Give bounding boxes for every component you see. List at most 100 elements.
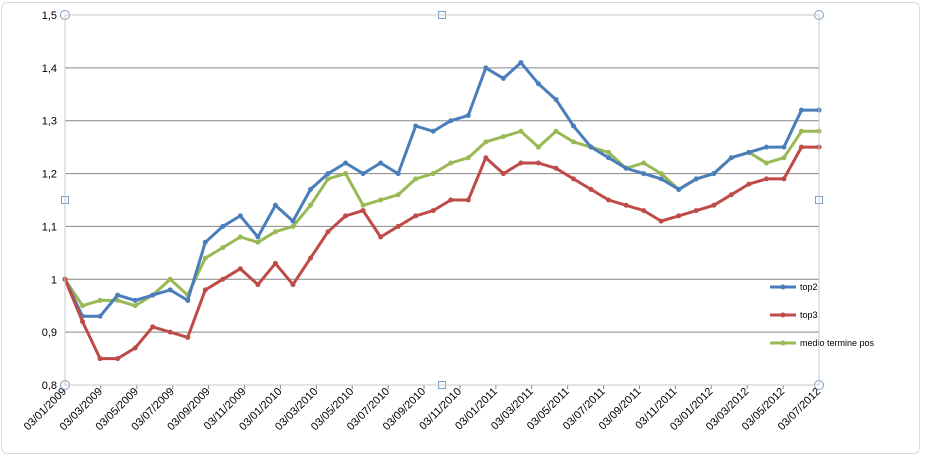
data-point (220, 276, 226, 282)
data-point (167, 276, 173, 282)
data-point (237, 234, 243, 240)
y-tick-label: 0,9 (42, 327, 57, 339)
data-point (202, 255, 208, 261)
data-point (693, 176, 699, 182)
legend-marker (780, 284, 786, 290)
series-group (62, 60, 822, 362)
selection-handles[interactable] (60, 10, 824, 390)
data-point (641, 171, 647, 177)
data-point (693, 208, 699, 214)
data-point (307, 202, 313, 208)
data-point (360, 202, 366, 208)
data-point (395, 171, 401, 177)
y-tick-label: 1,3 (42, 116, 57, 128)
series-line-top3 (63, 145, 819, 361)
data-point (658, 218, 664, 224)
data-point (202, 239, 208, 245)
data-point (395, 223, 401, 229)
legend-marker (780, 340, 786, 346)
data-point (115, 356, 121, 362)
data-point (378, 234, 384, 240)
y-tick-label: 1,1 (42, 221, 57, 233)
plot-area-outline[interactable] (64, 14, 820, 386)
data-point (290, 223, 296, 229)
data-point (97, 313, 103, 319)
data-point (185, 297, 191, 303)
data-point (448, 118, 454, 124)
data-point (535, 160, 541, 166)
data-point (676, 186, 682, 192)
data-point (202, 287, 208, 293)
data-point (378, 197, 384, 203)
data-point (150, 324, 156, 330)
data-point (80, 303, 86, 309)
legend-label: top2 (800, 282, 818, 292)
legend-marker (780, 312, 786, 318)
data-point (413, 123, 419, 129)
data-point (237, 213, 243, 219)
data-point (798, 128, 804, 134)
data-point (553, 165, 559, 171)
data-point (571, 139, 577, 145)
y-tick-label: 1,2 (42, 169, 57, 181)
data-point (343, 171, 349, 177)
data-point (781, 155, 787, 161)
data-point (343, 213, 349, 219)
data-point (500, 75, 506, 81)
data-point (272, 202, 278, 208)
data-point (325, 171, 331, 177)
data-point (167, 329, 173, 335)
legend-label: medio termine pos (800, 338, 875, 348)
data-point (360, 171, 366, 177)
data-point (483, 155, 489, 161)
data-point (448, 160, 454, 166)
data-point (430, 128, 436, 134)
y-tick-label: 0,8 (42, 380, 57, 392)
data-point (430, 208, 436, 214)
data-point (623, 202, 629, 208)
data-point (413, 176, 419, 182)
data-point (132, 303, 138, 309)
data-point (518, 128, 524, 134)
data-point (97, 297, 103, 303)
data-point (255, 234, 261, 240)
data-point (307, 255, 313, 261)
data-point (658, 176, 664, 182)
data-point (325, 229, 331, 235)
data-point (606, 155, 612, 161)
data-point (763, 144, 769, 150)
data-point (500, 134, 506, 140)
data-point (711, 202, 717, 208)
data-point (465, 155, 471, 161)
legend: top2 top3 medio termine pos (770, 282, 875, 348)
y-tick-label: 1,5 (42, 10, 57, 22)
data-point (676, 213, 682, 219)
legend-label: top3 (800, 310, 818, 320)
data-point (132, 297, 138, 303)
data-point (553, 97, 559, 103)
data-point (711, 171, 717, 177)
data-point (465, 197, 471, 203)
data-point (798, 107, 804, 113)
data-point (325, 176, 331, 182)
data-point (781, 144, 787, 150)
data-point (518, 160, 524, 166)
data-point (746, 181, 752, 187)
data-point (132, 345, 138, 351)
data-point (395, 192, 401, 198)
data-point (448, 197, 454, 203)
y-tick-label: 1 (51, 274, 57, 286)
series-line-top2 (63, 61, 819, 318)
data-point (641, 208, 647, 214)
data-point (658, 171, 664, 177)
data-point (360, 208, 366, 214)
data-point (272, 260, 278, 266)
data-point (465, 112, 471, 118)
data-point (237, 266, 243, 272)
data-point (115, 292, 121, 298)
data-point (623, 165, 629, 171)
data-point (255, 282, 261, 288)
data-point (606, 197, 612, 203)
